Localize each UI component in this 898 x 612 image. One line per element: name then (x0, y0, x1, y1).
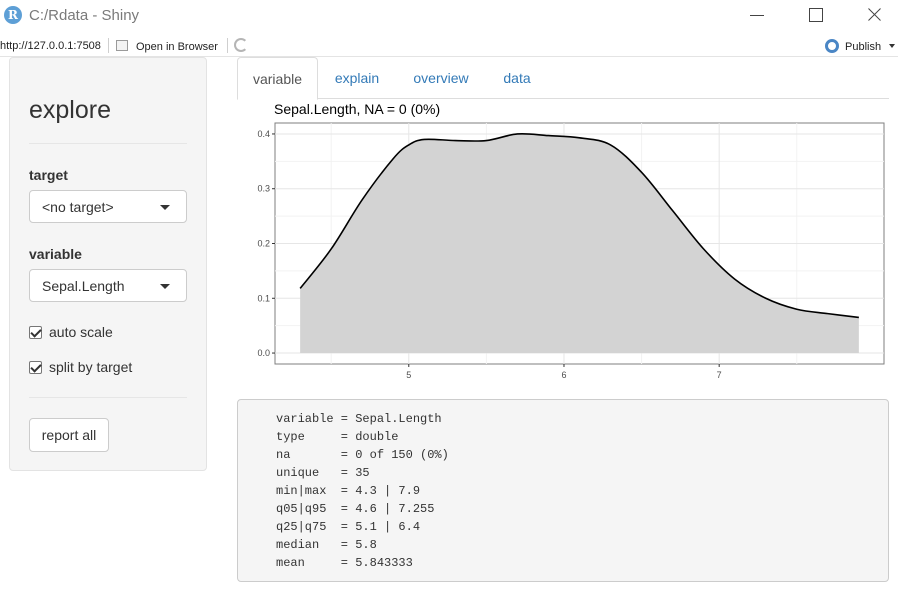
window-title: C:/Rdata - Shiny (29, 7, 140, 24)
auto-scale-label: auto scale (49, 324, 113, 340)
summary-line: q25|q75 = 5.1 | 6.4 (276, 520, 421, 534)
y-tick-label: 0.0 (257, 348, 270, 358)
variable-select-value: Sepal.Length (42, 278, 125, 294)
url-display[interactable]: http://127.0.0.1:7508 (0, 40, 101, 52)
minimize-icon[interactable] (742, 4, 770, 28)
density-line (299, 132, 859, 319)
x-tick-label: 7 (717, 370, 722, 380)
y-tick-label: 0.3 (257, 184, 270, 194)
split-by-target-label: split by target (49, 359, 133, 375)
chevron-down-icon (160, 284, 170, 289)
summary-line: variable = Sepal.Length (276, 412, 442, 426)
y-tick-label: 0.4 (257, 129, 270, 139)
publish-icon[interactable] (825, 39, 839, 53)
tab-variable[interactable]: variable (237, 57, 318, 100)
report-all-button[interactable]: report all (29, 418, 109, 452)
y-tick-label: 0.1 (257, 293, 270, 303)
sidebar-divider (29, 143, 187, 144)
tab-data[interactable]: data (503, 70, 531, 86)
sidebar-divider (29, 397, 187, 398)
summary-line: unique = 35 (276, 466, 370, 480)
toolbar-divider (227, 38, 228, 53)
split-by-target-checkbox[interactable] (29, 361, 42, 374)
summary-line: min|max = 4.3 | 7.9 (276, 484, 421, 498)
r-logo-icon: R (4, 6, 22, 24)
density-plot: 5 6 7 0.0 0.1 0.2 0.3 0.4 (257, 122, 885, 380)
refresh-icon[interactable] (234, 38, 248, 52)
target-select-value: <no target> (42, 199, 114, 215)
window-title-bar: R C:/Rdata - Shiny (0, 0, 898, 33)
summary-output: variable = Sepal.Length type = double na =… (237, 399, 889, 582)
auto-scale-checkbox[interactable] (29, 326, 42, 339)
close-icon[interactable] (860, 4, 888, 28)
plot-axes: 5 6 7 0.0 0.1 0.2 0.3 0.4 (257, 129, 721, 380)
summary-line: mean = 5.843333 (276, 556, 413, 570)
summary-line: q05|q95 = 4.6 | 7.255 (276, 502, 435, 516)
tab-explain[interactable]: explain (334, 70, 380, 86)
target-label: target (29, 167, 68, 183)
density-area (300, 133, 859, 354)
publish-button[interactable]: Publish (845, 41, 882, 53)
open-in-browser-button[interactable]: Open in Browser (136, 41, 218, 53)
plot-title: Sepal.Length, NA = 0 (0%) (274, 101, 441, 117)
x-tick-label: 5 (406, 370, 411, 380)
variable-select[interactable]: Sepal.Length (29, 269, 187, 302)
publish-dropdown-icon[interactable] (889, 44, 895, 48)
tab-bar: variable explain overview data (237, 57, 889, 100)
x-tick-label: 6 (561, 370, 566, 380)
maximize-icon[interactable] (801, 4, 829, 28)
sidebar-title: explore (29, 96, 111, 124)
variable-label: variable (29, 246, 82, 262)
toolbar-divider (108, 38, 109, 53)
chevron-down-icon (160, 205, 170, 210)
open-window-icon[interactable] (116, 40, 128, 51)
target-select[interactable]: <no target> (29, 190, 187, 223)
sidebar-panel: explore target <no target> variable Sepa… (9, 57, 207, 471)
y-tick-label: 0.2 (257, 239, 270, 249)
summary-line: median = 5.8 (276, 538, 377, 552)
viewer-toolbar: http://127.0.0.1:7508 Open in Browser Pu… (0, 35, 898, 57)
tab-overview[interactable]: overview (413, 70, 469, 86)
summary-line: type = double (276, 430, 399, 444)
summary-line: na = 0 of 150 (0%) (276, 448, 449, 462)
